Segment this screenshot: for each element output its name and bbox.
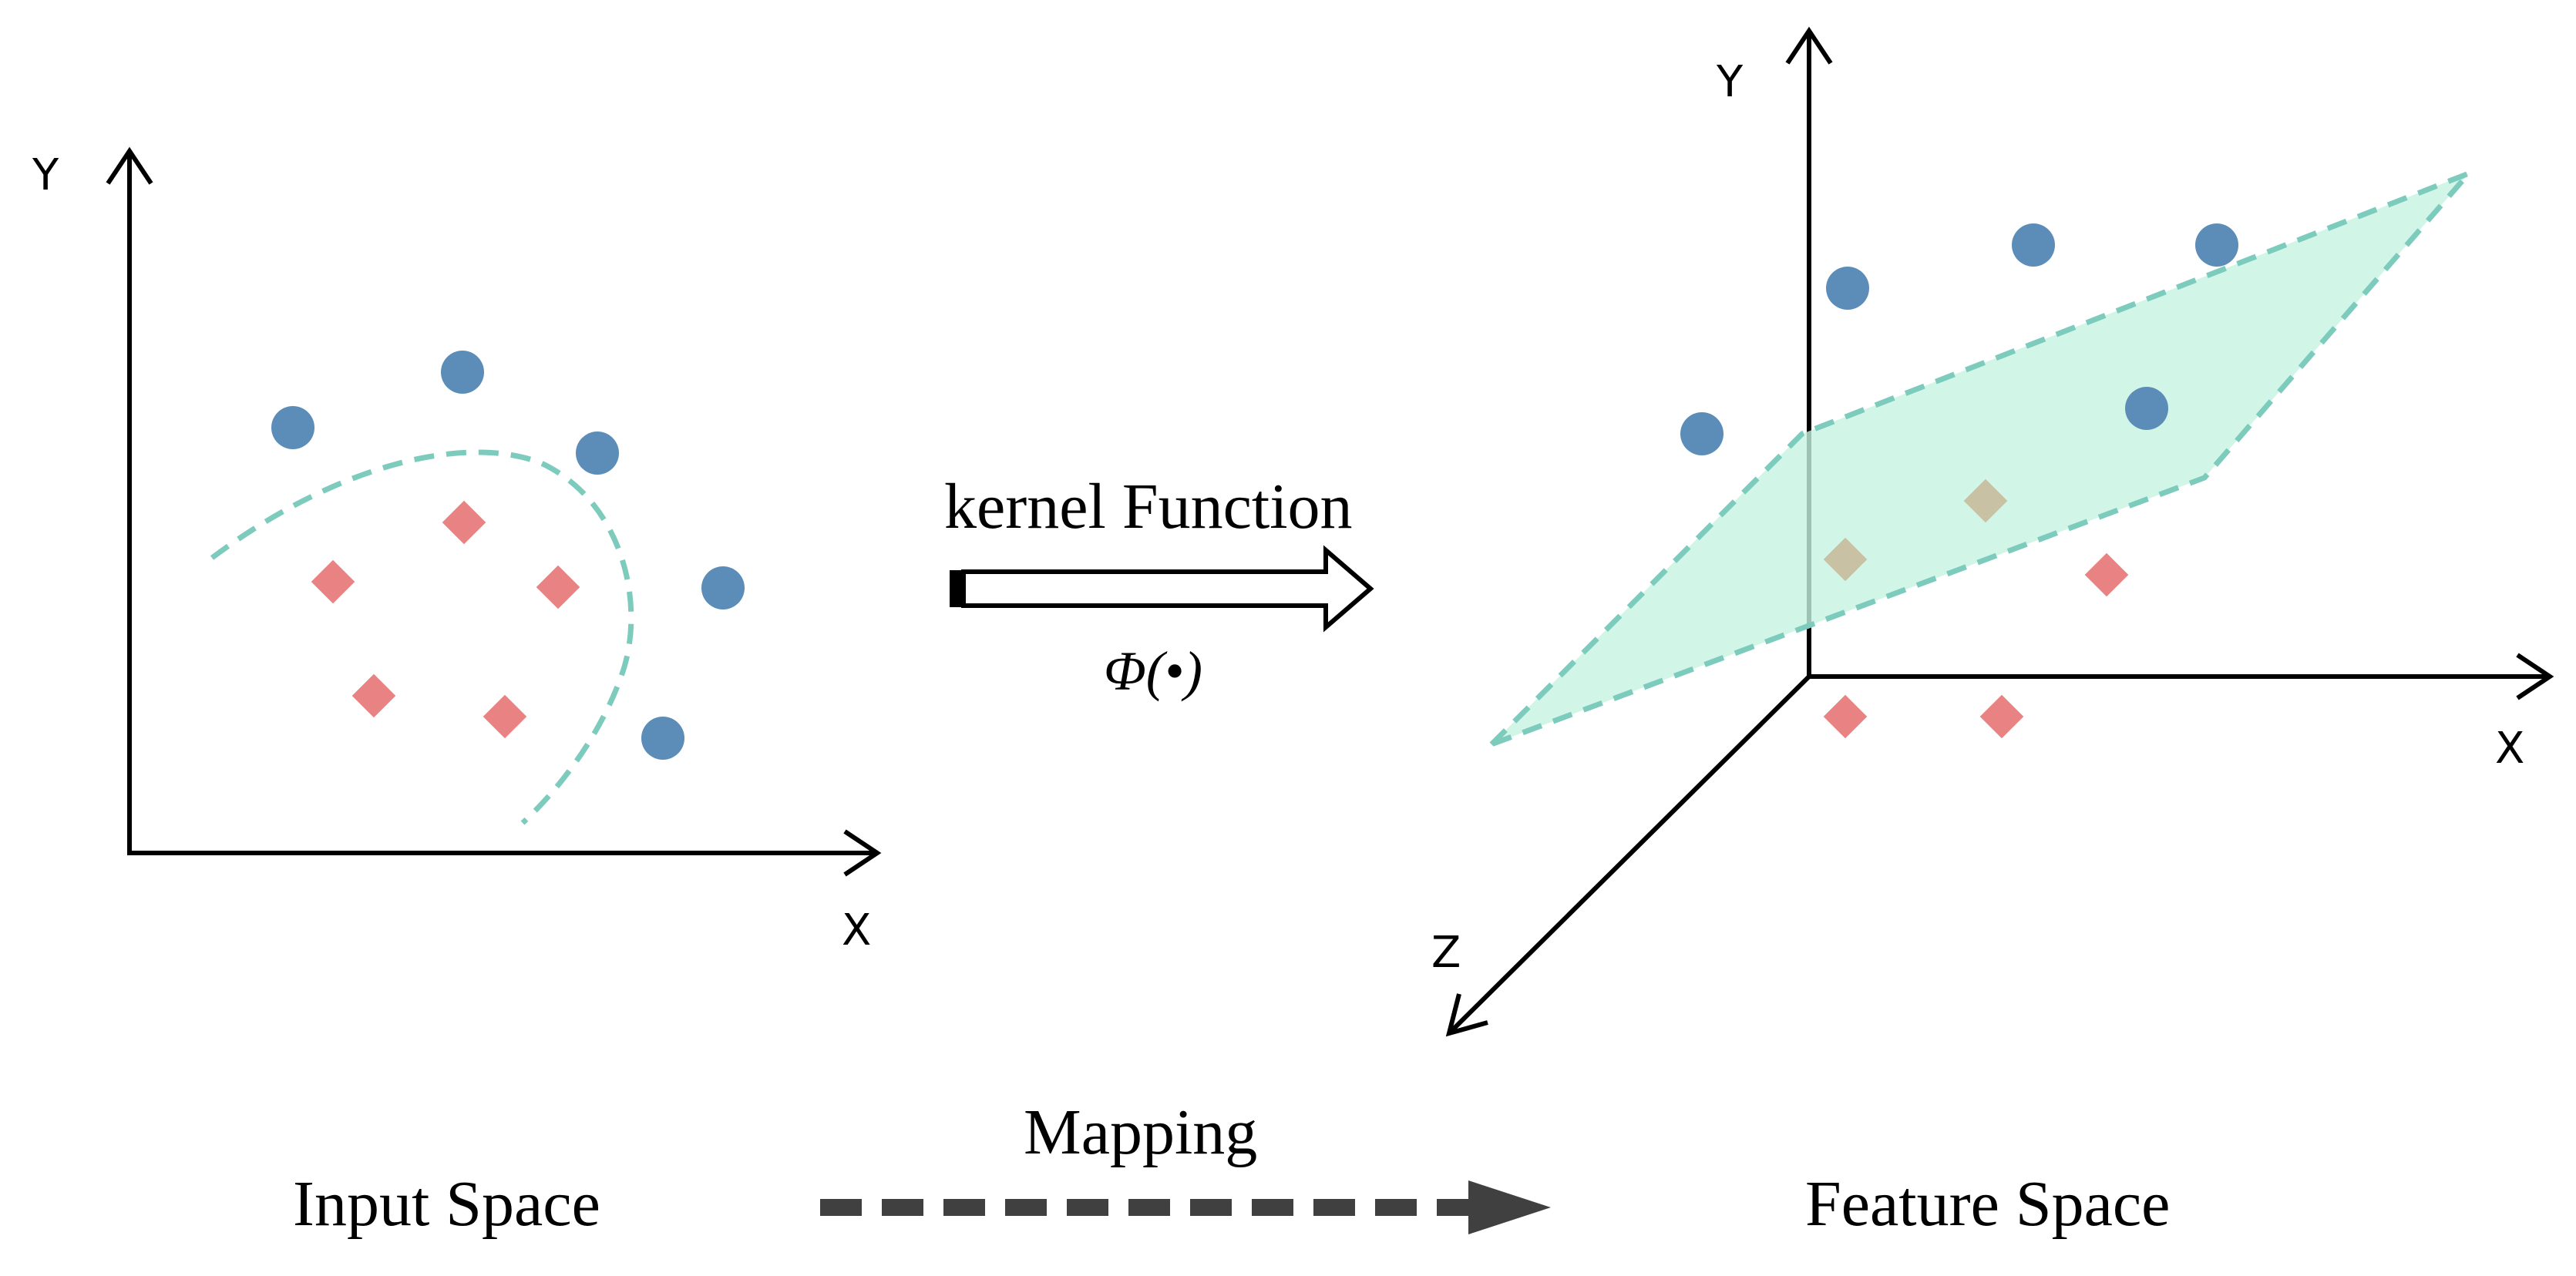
input-class-a-point bbox=[641, 717, 684, 760]
input-decision-boundary bbox=[210, 449, 634, 825]
feature-z-axis bbox=[1449, 673, 1813, 1033]
input-class-b-point bbox=[536, 565, 580, 609]
kernel-arrow bbox=[961, 545, 1374, 633]
input-y-arrowhead bbox=[106, 146, 153, 185]
mapping-label: Mapping bbox=[1024, 1096, 1257, 1168]
feature-z-axis-label: Z bbox=[1431, 928, 1461, 978]
kernel-function-label: kernel Function bbox=[944, 471, 1353, 542]
feature-class-b-point-behind-plane bbox=[1823, 537, 1868, 582]
feature-class-a-point bbox=[1826, 267, 1869, 310]
feature-class-a-point bbox=[2195, 223, 2238, 267]
input-class-a-point bbox=[576, 431, 619, 475]
feature-space-panel: Y X Z Feature Space bbox=[1431, 26, 2554, 1240]
feature-class-a-point bbox=[1680, 412, 1723, 455]
kernel-phi-symbol: Φ(•) bbox=[1104, 640, 1202, 702]
feature-class-a-point bbox=[2125, 387, 2168, 430]
input-space-panel: Y X Input Space bbox=[32, 146, 882, 1240]
input-x-arrowhead bbox=[843, 829, 882, 877]
input-class-b-point bbox=[351, 673, 396, 718]
feature-y-axis-label: Y bbox=[1716, 57, 1744, 107]
feature-class-b-point bbox=[1979, 694, 2024, 739]
feature-class-a-point bbox=[2012, 223, 2055, 267]
input-class-a-point bbox=[441, 351, 484, 394]
feature-class-b-point bbox=[1823, 694, 1868, 739]
input-y-axis-label: Y bbox=[32, 150, 59, 200]
feature-x-arrowhead bbox=[2516, 653, 2554, 700]
separating-hyperplane bbox=[1488, 170, 2472, 747]
mapping-group: Mapping bbox=[820, 1096, 1551, 1234]
input-class-b-point bbox=[311, 559, 355, 604]
feature-z-arrowhead bbox=[1445, 993, 1488, 1037]
input-class-b-point bbox=[442, 500, 486, 545]
input-class-a-point bbox=[271, 406, 314, 449]
input-class-a-point bbox=[701, 566, 745, 609]
feature-class-b-point-behind-plane bbox=[1963, 478, 2008, 523]
input-space-caption: Input Space bbox=[293, 1168, 600, 1240]
feature-y-arrowhead bbox=[1785, 26, 1833, 65]
input-x-axis-label: X bbox=[842, 905, 871, 955]
input-class-b-point bbox=[483, 694, 527, 739]
kernel-function-group: kernel Function Φ(•) bbox=[944, 471, 1374, 702]
feature-x-axis-label: X bbox=[2495, 724, 2524, 774]
mapping-arrowhead bbox=[1468, 1180, 1551, 1234]
feature-space-caption: Feature Space bbox=[1805, 1168, 2170, 1240]
feature-class-b-point bbox=[2084, 552, 2129, 597]
kernel-arrow-tail bbox=[950, 570, 963, 607]
